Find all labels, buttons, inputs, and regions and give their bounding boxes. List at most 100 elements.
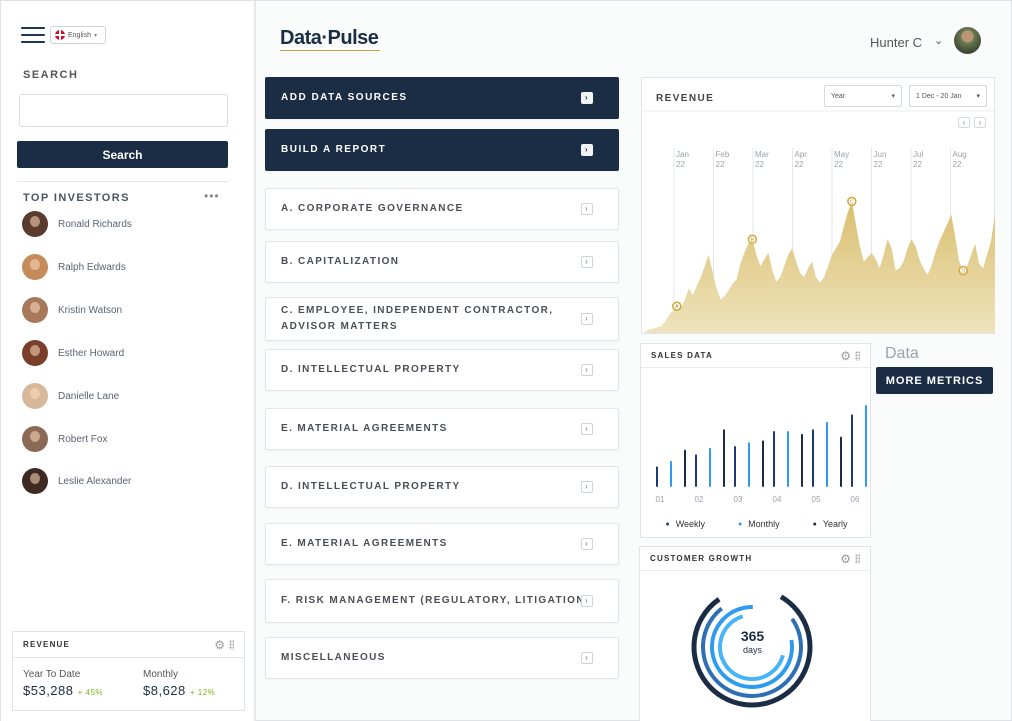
year-label: 22 xyxy=(834,160,843,169)
list-item[interactable]: E. MATERIAL AGREEMENTS › xyxy=(265,523,619,565)
revenue-marker xyxy=(958,265,968,276)
marker-label: B xyxy=(751,237,755,243)
investor-item[interactable]: Leslie Alexander xyxy=(22,468,131,494)
divider xyxy=(17,181,228,182)
avatar xyxy=(22,211,48,237)
revenue-summary-card: REVENUE ⚙ Year To Date $53,288 + 45% Mon… xyxy=(12,631,245,711)
investor-item[interactable]: Danielle Lane xyxy=(22,383,119,409)
chevron-right-icon: › xyxy=(581,595,593,607)
search-button[interactable]: Search xyxy=(17,141,228,168)
brand-logo[interactable]: Data·Pulse xyxy=(280,27,379,49)
list-item-label: E. MATERIAL AGREEMENTS xyxy=(281,538,448,549)
month-label: May xyxy=(834,150,849,159)
revenue-chart-panel: Jan 22 Feb 22 Mar 22 Apr 22 May 22 Jun 22 Jul 22 Aug 22… xyxy=(641,77,996,334)
legend-monthly[interactable]: Monthly xyxy=(738,519,780,529)
investor-item[interactable]: Kristin Watson xyxy=(22,297,122,323)
legend-weekly[interactable]: Weekly xyxy=(665,519,705,529)
list-item-label: ADD DATA SOURCES xyxy=(281,92,408,103)
sales-tick-label: 01 xyxy=(656,495,665,504)
list-item-label: D. INTELLECTUAL PROPERTY xyxy=(281,481,461,492)
avatar xyxy=(22,426,48,452)
more-metrics-button[interactable]: MORE METRICS xyxy=(876,367,993,394)
chevron-right-icon: › xyxy=(581,144,593,156)
next-button[interactable]: › xyxy=(974,117,986,128)
month-label: Apr xyxy=(795,150,808,159)
sales-tick-label: 03 xyxy=(734,495,743,504)
gear-icon[interactable]: ⚙ xyxy=(840,348,851,363)
year-label: 22 xyxy=(795,160,804,169)
investor-name: Kristin Watson xyxy=(58,304,123,316)
chevron-right-icon: › xyxy=(581,423,593,435)
drag-handle-icon[interactable] xyxy=(855,350,860,361)
revenue-marker xyxy=(747,234,758,245)
list-item-label: MISCELLANEOUS xyxy=(281,652,386,663)
legend-yearly[interactable]: Yearly xyxy=(813,519,848,529)
language-selector[interactable]: English ▾ xyxy=(50,26,106,44)
chevron-down-icon[interactable]: ⌄ xyxy=(934,35,944,47)
period-select[interactable]: Year ▾ xyxy=(824,85,902,107)
search-input[interactable] xyxy=(19,94,228,127)
growth-value: 365 xyxy=(740,628,765,644)
list-item-label: BUILD A REPORT xyxy=(281,144,387,155)
list-item[interactable]: C. EMPLOYEE, INDEPENDENT CONTRACTOR, ADV… xyxy=(265,297,619,341)
list-item-label: F. RISK MANAGEMENT (REGULATORY, LITIGATI… xyxy=(281,595,590,606)
gear-icon[interactable]: ⚙ xyxy=(840,551,851,566)
add-data-sources-button[interactable]: ADD DATA SOURCES › xyxy=(265,77,619,119)
drag-handle-icon[interactable] xyxy=(855,553,860,564)
sales-tick-label: 06 xyxy=(851,495,860,504)
menu-icon[interactable] xyxy=(21,27,45,43)
customer-growth-title: CUSTOMER GROWTH xyxy=(650,554,753,563)
investor-item[interactable]: Robert Fox xyxy=(22,426,107,452)
list-item[interactable]: A. CORPORATE GOVERNANCE › xyxy=(265,188,619,230)
investor-item[interactable]: Ronald Richards xyxy=(22,211,132,237)
list-item[interactable]: MISCELLANEOUS › xyxy=(265,637,619,679)
ytd-block: Year To Date $53,288 + 45% xyxy=(23,669,103,698)
investor-item[interactable]: Ralph Edwards xyxy=(22,254,126,280)
list-item[interactable]: B. CAPITALIZATION › xyxy=(265,241,619,283)
investor-item[interactable]: Esther Howard xyxy=(22,340,124,366)
growth-center: 365 days xyxy=(725,628,780,655)
year-label: 22 xyxy=(716,160,725,169)
date-range-select[interactable]: 1 Dec - 20 Jan ▾ xyxy=(909,85,987,107)
marker-label: A xyxy=(675,304,679,310)
year-label: 22 xyxy=(676,160,685,169)
revenue-card-title: REVENUE xyxy=(23,640,71,649)
more-options-icon[interactable]: ••• xyxy=(204,189,220,203)
investor-name: Leslie Alexander xyxy=(58,475,132,487)
list-item-label: A. CORPORATE GOVERNANCE xyxy=(281,203,464,214)
growth-radial-chart xyxy=(691,586,813,708)
language-label: English xyxy=(68,31,91,39)
list-item[interactable]: E. MATERIAL AGREEMENTS › xyxy=(265,408,619,450)
avatar xyxy=(22,468,48,494)
sales-tick-label: 02 xyxy=(695,495,704,504)
investor-name: Ralph Edwards xyxy=(58,261,126,273)
user-avatar[interactable] xyxy=(954,27,981,54)
list-item[interactable]: F. RISK MANAGEMENT (REGULATORY, LITIGATI… xyxy=(265,579,619,623)
build-report-button[interactable]: BUILD A REPORT › xyxy=(265,129,619,171)
chevron-right-icon: › xyxy=(581,481,593,493)
avatar xyxy=(22,340,48,366)
user-name[interactable]: Hunter C xyxy=(870,35,923,50)
monthly-label: Monthly xyxy=(143,669,179,680)
gear-icon[interactable]: ⚙ xyxy=(214,637,225,652)
data-label: Data xyxy=(885,345,919,362)
month-label: Jan xyxy=(676,150,689,159)
month-label: Feb xyxy=(716,150,730,159)
investor-name: Robert Fox xyxy=(58,433,108,445)
year-label: 22 xyxy=(874,160,883,169)
ytd-label: Year To Date xyxy=(23,669,81,680)
growth-ring xyxy=(701,596,803,698)
monthly-change: + 12% xyxy=(189,688,216,697)
prev-button[interactable]: ‹ xyxy=(958,117,970,128)
list-item[interactable]: D. INTELLECTUAL PROPERTY › xyxy=(265,466,619,508)
list-item-label: B. CAPITALIZATION xyxy=(281,256,400,267)
marker-label: C xyxy=(850,199,854,205)
avatar xyxy=(22,383,48,409)
revenue-marker xyxy=(672,301,682,311)
list-item[interactable]: D. INTELLECTUAL PROPERTY › xyxy=(265,349,619,391)
customer-growth-panel: CUSTOMER GROWTH ⚙ 365 days xyxy=(639,546,871,721)
chevron-down-icon: ▾ xyxy=(891,93,895,100)
drag-handle-icon[interactable] xyxy=(229,639,234,650)
revenue-area xyxy=(645,201,995,333)
chevron-right-icon: › xyxy=(581,652,593,664)
